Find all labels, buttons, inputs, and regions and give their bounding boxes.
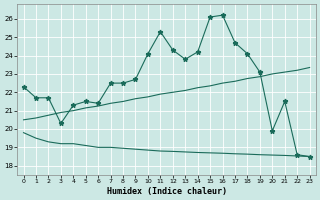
X-axis label: Humidex (Indice chaleur): Humidex (Indice chaleur): [107, 187, 227, 196]
